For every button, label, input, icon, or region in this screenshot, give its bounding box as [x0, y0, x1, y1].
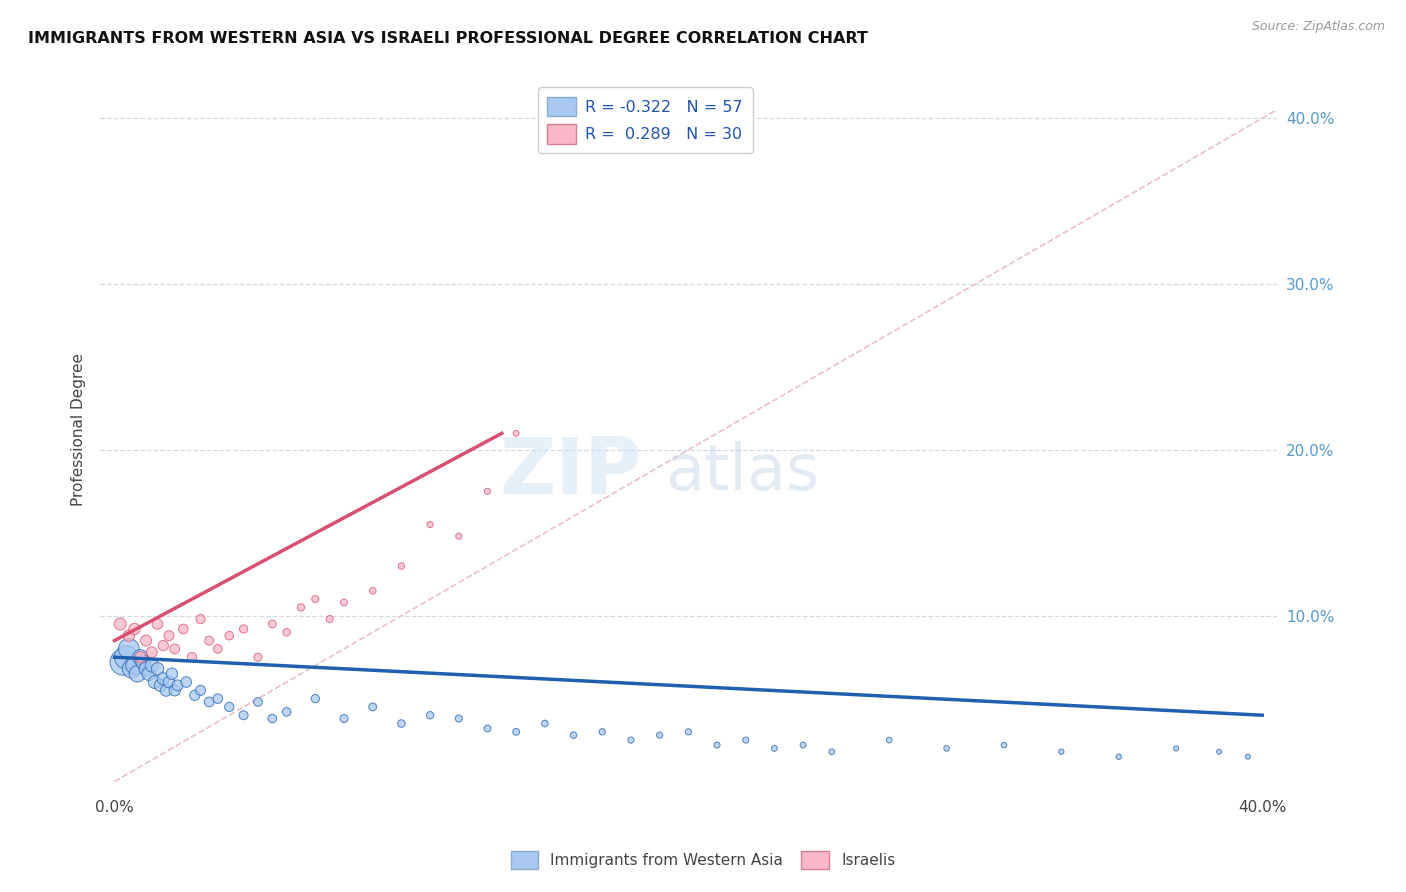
Point — [304, 592, 326, 607]
Point — [821, 745, 844, 759]
Text: Source: ZipAtlas.com: Source: ZipAtlas.com — [1251, 20, 1385, 33]
Point — [389, 716, 412, 731]
Point — [155, 683, 177, 698]
Text: atlas: atlas — [665, 442, 820, 503]
Point — [419, 517, 441, 532]
Point — [232, 708, 254, 723]
Point — [129, 650, 152, 665]
Point — [163, 683, 186, 698]
Point — [333, 595, 356, 609]
Point — [562, 728, 585, 742]
Point — [706, 738, 728, 752]
Point — [1164, 741, 1187, 756]
Point — [290, 600, 312, 615]
Point — [124, 658, 146, 673]
Point — [734, 733, 756, 747]
Point — [127, 666, 149, 681]
Point — [419, 708, 441, 723]
Point — [477, 484, 499, 499]
Point — [218, 629, 240, 643]
Point — [477, 722, 499, 736]
Point — [1208, 745, 1230, 759]
Point — [361, 583, 384, 598]
Point — [115, 650, 138, 665]
Point — [181, 650, 204, 665]
Point — [935, 741, 957, 756]
Legend: R = -0.322   N = 57, R =  0.289   N = 30: R = -0.322 N = 57, R = 0.289 N = 30 — [537, 87, 752, 153]
Text: IMMIGRANTS FROM WESTERN ASIA VS ISRAELI PROFESSIONAL DEGREE CORRELATION CHART: IMMIGRANTS FROM WESTERN ASIA VS ISRAELI … — [28, 31, 868, 46]
Point — [246, 650, 269, 665]
Point — [262, 712, 284, 726]
Point — [160, 666, 183, 681]
Point — [138, 666, 160, 681]
Point — [112, 655, 135, 669]
Point — [877, 733, 900, 747]
Point — [129, 650, 152, 665]
Point — [146, 662, 169, 676]
Legend: Immigrants from Western Asia, Israelis: Immigrants from Western Asia, Israelis — [505, 845, 901, 875]
Point — [232, 622, 254, 636]
Point — [207, 691, 229, 706]
Point — [1108, 749, 1130, 764]
Point — [678, 724, 700, 739]
Point — [591, 724, 613, 739]
Point — [207, 641, 229, 656]
Point — [141, 645, 163, 659]
Point — [135, 633, 157, 648]
Point — [141, 658, 163, 673]
Point — [157, 675, 180, 690]
Point — [174, 675, 197, 690]
Point — [149, 678, 172, 692]
Point — [304, 691, 326, 706]
Point — [276, 625, 298, 640]
Point — [118, 641, 141, 656]
Point — [166, 678, 188, 692]
Point — [792, 738, 814, 752]
Point — [534, 716, 557, 731]
Point — [505, 724, 527, 739]
Point — [447, 529, 470, 543]
Point — [648, 728, 671, 742]
Point — [1050, 745, 1073, 759]
Point — [190, 612, 212, 626]
Point — [157, 629, 180, 643]
Point — [763, 741, 786, 756]
Point — [152, 672, 174, 686]
Point — [121, 662, 143, 676]
Point — [262, 617, 284, 632]
Point — [184, 689, 207, 703]
Point — [361, 700, 384, 714]
Point — [993, 738, 1015, 752]
Point — [1237, 749, 1260, 764]
Point — [620, 733, 643, 747]
Point — [276, 705, 298, 719]
Point — [135, 662, 157, 676]
Point — [190, 683, 212, 698]
Point — [143, 675, 166, 690]
Point — [152, 639, 174, 653]
Point — [163, 641, 186, 656]
Point — [198, 695, 221, 709]
Point — [218, 700, 240, 714]
Point — [198, 633, 221, 648]
Point — [172, 622, 194, 636]
Point — [333, 712, 356, 726]
Point — [110, 617, 132, 632]
Point — [124, 622, 146, 636]
Point — [318, 612, 340, 626]
Point — [118, 629, 141, 643]
Point — [146, 617, 169, 632]
Text: ZIP: ZIP — [499, 434, 641, 510]
Point — [447, 712, 470, 726]
Point — [389, 559, 412, 574]
Point — [505, 426, 527, 441]
Y-axis label: Professional Degree: Professional Degree — [72, 352, 86, 506]
Point — [246, 695, 269, 709]
Point — [132, 655, 155, 669]
